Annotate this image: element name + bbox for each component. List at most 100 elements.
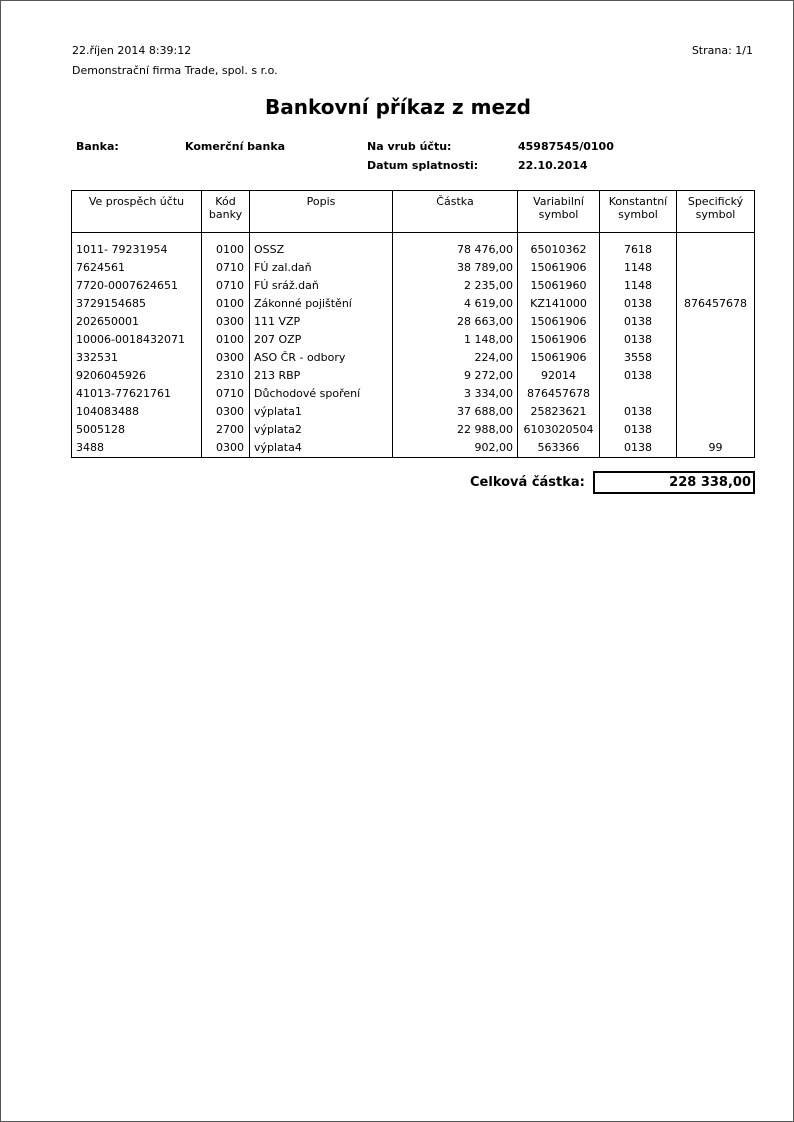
column-header-amount: Částka (392, 190, 518, 233)
cell-bank-code: 2310 (201, 367, 250, 385)
cell-account: 7624561 (71, 259, 202, 277)
cell-account: 7720-0007624651 (71, 277, 202, 295)
cell-amount: 37 688,00 (392, 403, 518, 421)
cell-variable-symbol: 563366 (517, 439, 600, 458)
cell-account: 1011- 79231954 (71, 232, 202, 259)
cell-specific-symbol (676, 313, 755, 331)
cell-specific-symbol (676, 385, 755, 403)
cell-constant-symbol: 0138 (599, 295, 677, 313)
table-row: 3488 0300 výplata4 902,00 563366 0138 99 (71, 439, 755, 458)
cell-variable-symbol: 15061906 (517, 331, 600, 349)
cell-specific-symbol (676, 367, 755, 385)
cell-constant-symbol: 1148 (599, 259, 677, 277)
cell-bank-code: 0300 (201, 313, 250, 331)
column-header-description: Popis (249, 190, 393, 233)
cell-variable-symbol: 15061906 (517, 259, 600, 277)
cell-amount: 78 476,00 (392, 232, 518, 259)
cell-account: 202650001 (71, 313, 202, 331)
cell-amount: 22 988,00 (392, 421, 518, 439)
due-date-value: 22.10.2014 (518, 159, 588, 172)
cell-specific-symbol (676, 349, 755, 367)
bank-value: Komerční banka (185, 140, 286, 153)
table-row: 332531 0300 ASO ČR - odbory 224,00 15061906 3… (71, 349, 755, 367)
total-amount-value: 228 338,00 (669, 475, 751, 490)
table-row: 202650001 0300 111 VZP 28 663,00 15061906 013… (71, 313, 755, 331)
page-title: Bankovní příkaz z mezd (265, 95, 531, 119)
cell-variable-symbol: 876457678 (517, 385, 600, 403)
table-row: 5005128 2700 výplata2 22 988,00 6103020504 01… (71, 421, 755, 439)
cell-bank-code: 0100 (201, 232, 250, 259)
cell-description: výplata1 (249, 403, 393, 421)
table-row: 10006-0018432071 0100 207 OZP 1 148,00 15061… (71, 331, 755, 349)
cell-description: výplata4 (249, 439, 393, 458)
cell-variable-symbol: 92014 (517, 367, 600, 385)
cell-variable-symbol: 6103020504 (517, 421, 600, 439)
column-header-constant-symbol: Konstantní symbol (599, 190, 677, 233)
table-row: 7624561 0710 FÚ zal.daň 38 789,00 15061906 11… (71, 259, 755, 277)
cell-amount: 2 235,00 (392, 277, 518, 295)
cell-bank-code: 0100 (201, 295, 250, 313)
cell-amount: 38 789,00 (392, 259, 518, 277)
payment-table: Ve prospěch účtu Kód banky Popis Částka Vari… (71, 190, 755, 458)
column-header-specific-symbol: Specifický symbol (676, 190, 755, 233)
cell-account: 9206045926 (71, 367, 202, 385)
cell-variable-symbol: KZ141000 (517, 295, 600, 313)
column-header-bank-code: Kód banky (201, 190, 250, 233)
cell-bank-code: 0100 (201, 331, 250, 349)
table-row: 1011- 79231954 0100 OSSZ 78 476,00 65010362 7… (71, 232, 755, 259)
cell-description: 111 VZP (249, 313, 393, 331)
cell-bank-code: 0710 (201, 259, 250, 277)
table-row: 41013-77621761 0710 Důchodové spoření 3 334… (71, 385, 755, 403)
cell-constant-symbol: 0138 (599, 439, 677, 458)
table-row: 3729154685 0100 Zákonné pojištění 4 619,00 K… (71, 295, 755, 313)
cell-variable-symbol: 65010362 (517, 232, 600, 259)
cell-specific-symbol (676, 403, 755, 421)
cell-description: FÚ zal.daň (249, 259, 393, 277)
cell-bank-code: 2700 (201, 421, 250, 439)
cell-account: 332531 (71, 349, 202, 367)
cell-variable-symbol: 15061960 (517, 277, 600, 295)
page-number: Strana: 1/1 (691, 44, 753, 57)
cell-description: ASO ČR - odbory (249, 349, 393, 367)
print-datetime: 22.říjen 2014 8:39:12 (72, 44, 192, 57)
cell-amount: 3 334,00 (392, 385, 518, 403)
cell-account: 10006-0018432071 (71, 331, 202, 349)
cell-bank-code: 0300 (201, 439, 250, 458)
cell-description: Zákonné pojištění (249, 295, 393, 313)
cell-specific-symbol (676, 259, 755, 277)
cell-description: 207 OZP (249, 331, 393, 349)
cell-constant-symbol: 3558 (599, 349, 677, 367)
cell-description: 213 RBP (249, 367, 393, 385)
cell-amount: 9 272,00 (392, 367, 518, 385)
cell-account: 5005128 (71, 421, 202, 439)
cell-constant-symbol: 0138 (599, 367, 677, 385)
cell-constant-symbol: 0138 (599, 313, 677, 331)
cell-amount: 4 619,00 (392, 295, 518, 313)
table-row: 9206045926 2310 213 RBP 9 272,00 92014 0138 (71, 367, 755, 385)
cell-amount: 224,00 (392, 349, 518, 367)
due-date-label: Datum splatnosti: (367, 159, 479, 172)
cell-bank-code: 0300 (201, 349, 250, 367)
cell-description: výplata2 (249, 421, 393, 439)
cell-specific-symbol (676, 331, 755, 349)
cell-specific-symbol (676, 421, 755, 439)
cell-bank-code: 0710 (201, 385, 250, 403)
cell-specific-symbol (676, 277, 755, 295)
column-header-variable-symbol: Variabilní symbol (517, 190, 600, 233)
cell-description: Důchodové spoření (249, 385, 393, 403)
total-amount: 228 338,00 (593, 471, 755, 494)
cell-bank-code: 0710 (201, 277, 250, 295)
cell-constant-symbol (599, 385, 677, 403)
total-label: Celková částka: (470, 475, 585, 490)
cell-variable-symbol: 25823621 (517, 403, 600, 421)
cell-specific-symbol: 99 (676, 439, 755, 458)
cell-constant-symbol: 7618 (599, 232, 677, 259)
debit-account-label: Na vrub účtu: (367, 140, 452, 153)
cell-specific-symbol: 876457678 (676, 295, 755, 313)
cell-specific-symbol (676, 232, 755, 259)
column-header-account: Ve prospěch účtu (71, 190, 202, 233)
debit-account-value: 45987545/0100 (518, 140, 614, 153)
table-row: 104083488 0300 výplata1 37 688,00 25823621 01… (71, 403, 755, 421)
cell-constant-symbol: 0138 (599, 331, 677, 349)
